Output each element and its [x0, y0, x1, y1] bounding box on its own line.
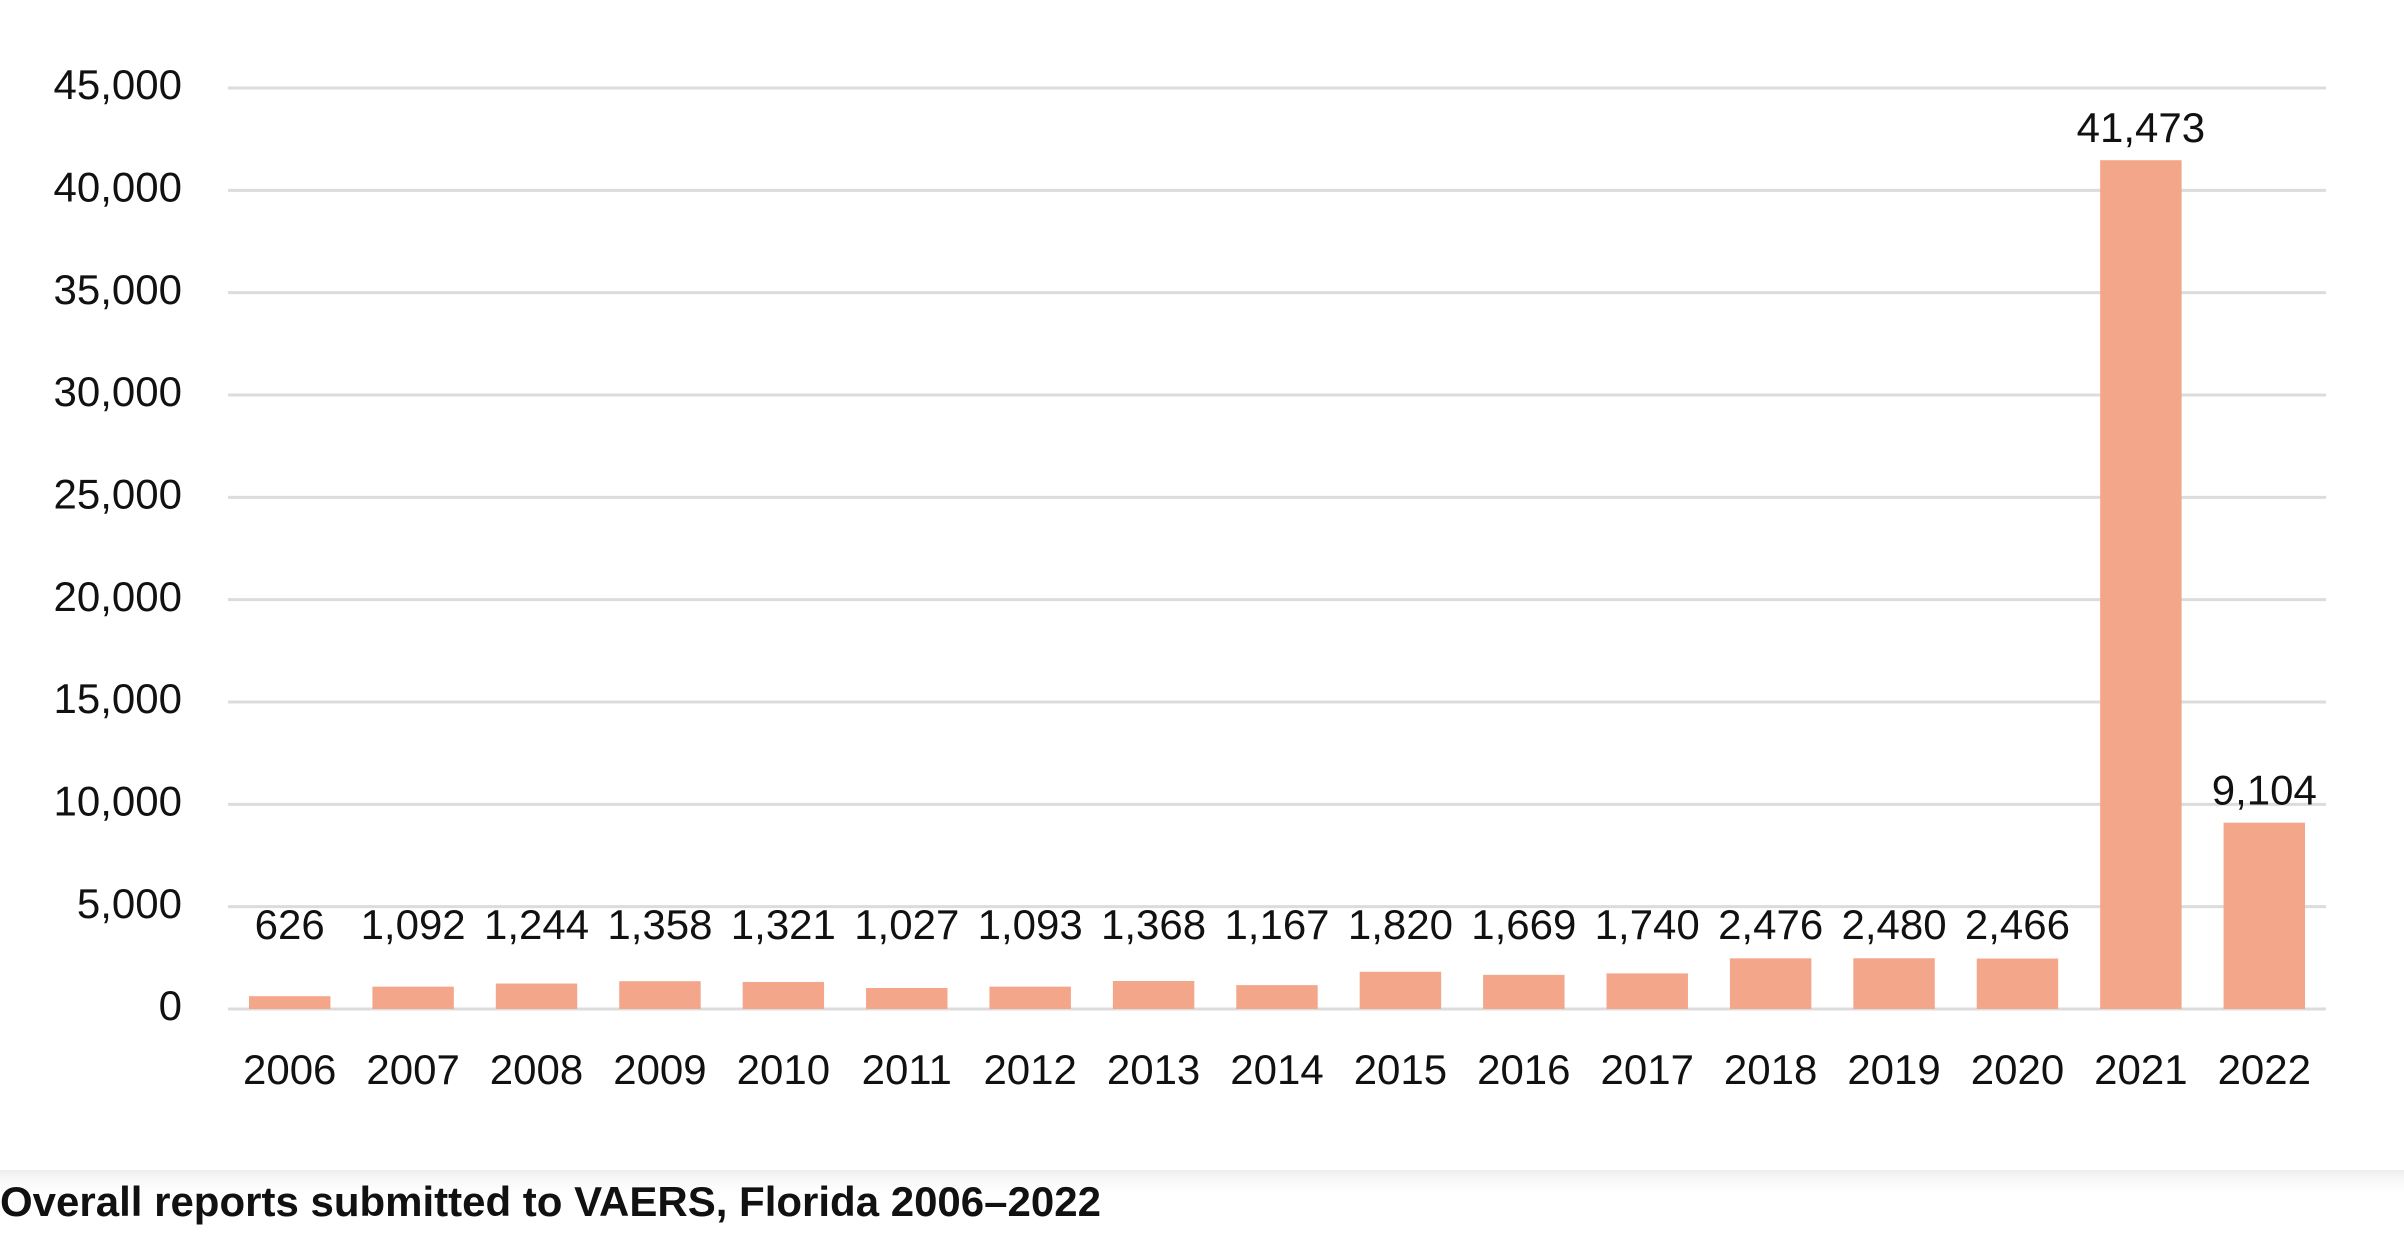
x-tick-label: 2008: [490, 1046, 583, 1093]
x-tick-label: 2020: [1971, 1046, 2064, 1093]
data-label-2012: 1,093: [978, 901, 1083, 948]
y-tick-label: 20,000: [54, 573, 182, 620]
bars: [248, 160, 2306, 1010]
data-label-2022: 9,104: [2212, 767, 2317, 814]
x-tick-label: 2006: [243, 1046, 336, 1093]
x-tick-label: 2016: [1477, 1046, 1570, 1093]
data-label-2006: 626: [255, 901, 325, 948]
data-label-2011: 1,027: [854, 901, 959, 948]
bar-2021: [2100, 160, 2182, 1010]
y-axis-tick-labels: 0 5,000 10,000 15,000 20,000 25,000 30,000 35,0…: [54, 61, 182, 1029]
bar-2006: [248, 996, 331, 1009]
x-tick-label: 2013: [1107, 1046, 1200, 1093]
y-tick-label: 30,000: [54, 368, 182, 415]
x-tick-label: 2011: [862, 1046, 952, 1093]
x-tick-label: 2009: [613, 1046, 706, 1093]
x-tick-label: 2021: [2094, 1046, 2187, 1093]
data-label-2009: 1,358: [607, 901, 712, 948]
bar-2020: [1976, 958, 2059, 1009]
y-tick-label: 10,000: [54, 777, 182, 824]
x-tick-label: 2010: [737, 1046, 830, 1093]
data-label-2013: 1,368: [1101, 901, 1206, 948]
bar-2019: [1853, 958, 1935, 1009]
bar-2016: [1483, 974, 1565, 1009]
data-label-2014: 1,167: [1224, 901, 1329, 948]
x-tick-label: 2017: [1601, 1046, 1694, 1093]
bar-2014: [1236, 985, 1318, 1009]
data-label-2016: 1,669: [1471, 901, 1576, 948]
gridlines: [228, 86, 2326, 1011]
x-tick-label: 2014: [1230, 1046, 1323, 1093]
x-tick-label: 2019: [1847, 1046, 1940, 1093]
y-tick-label: 0: [159, 982, 182, 1029]
bar-2008: [495, 983, 578, 1009]
x-tick-label: 2018: [1724, 1046, 1817, 1093]
y-tick-label: 45,000: [54, 61, 182, 108]
data-labels: 626 1,092 1,244 1,358 1,321 1,027 1,093 1,368 1,…: [255, 104, 2317, 948]
y-tick-label: 35,000: [54, 266, 182, 313]
bar-2010: [742, 981, 825, 1009]
x-tick-label: 2015: [1354, 1046, 1447, 1093]
data-label-2018: 2,476: [1718, 901, 1823, 948]
y-tick-label: 25,000: [54, 470, 182, 517]
y-tick-label: 15,000: [54, 675, 182, 722]
x-axis-tick-labels: 2006 2007 2008 2009 2010 2011 2012 2013 2014 2015…: [243, 1046, 2311, 1093]
x-tick-label: 2022: [2218, 1046, 2311, 1093]
data-label-2008: 1,244: [484, 901, 589, 948]
bar-2009: [619, 981, 701, 1009]
data-label-2015: 1,820: [1348, 901, 1453, 948]
data-label-2021: 41,473: [2077, 104, 2205, 151]
bar-chart: 626 1,092 1,244 1,358 1,321 1,027 1,093 1,368 1,…: [54, 61, 2326, 1093]
bar-2007: [372, 986, 454, 1009]
data-label-2020: 2,466: [1965, 901, 2070, 948]
y-tick-label: 40,000: [54, 163, 182, 210]
data-label-2019: 2,480: [1842, 901, 1947, 948]
caption-divider: [0, 1170, 2404, 1240]
data-label-2010: 1,321: [731, 901, 836, 948]
bar-2022: [2223, 822, 2306, 1009]
bar-2012: [989, 986, 1071, 1009]
bar-2015: [1359, 971, 1442, 1009]
data-label-2017: 1,740: [1595, 901, 1700, 948]
x-tick-label: 2007: [366, 1046, 459, 1093]
data-label-2007: 1,092: [361, 901, 466, 948]
bar-2017: [1606, 973, 1688, 1009]
y-tick-label: 5,000: [77, 880, 182, 927]
bar-2011: [866, 987, 948, 1009]
bar-2018: [1729, 958, 1812, 1009]
bar-2013: [1112, 981, 1195, 1009]
x-tick-label: 2012: [983, 1046, 1076, 1093]
figure-caption: Overall reports submitted to VAERS, Flor…: [0, 1178, 1101, 1225]
